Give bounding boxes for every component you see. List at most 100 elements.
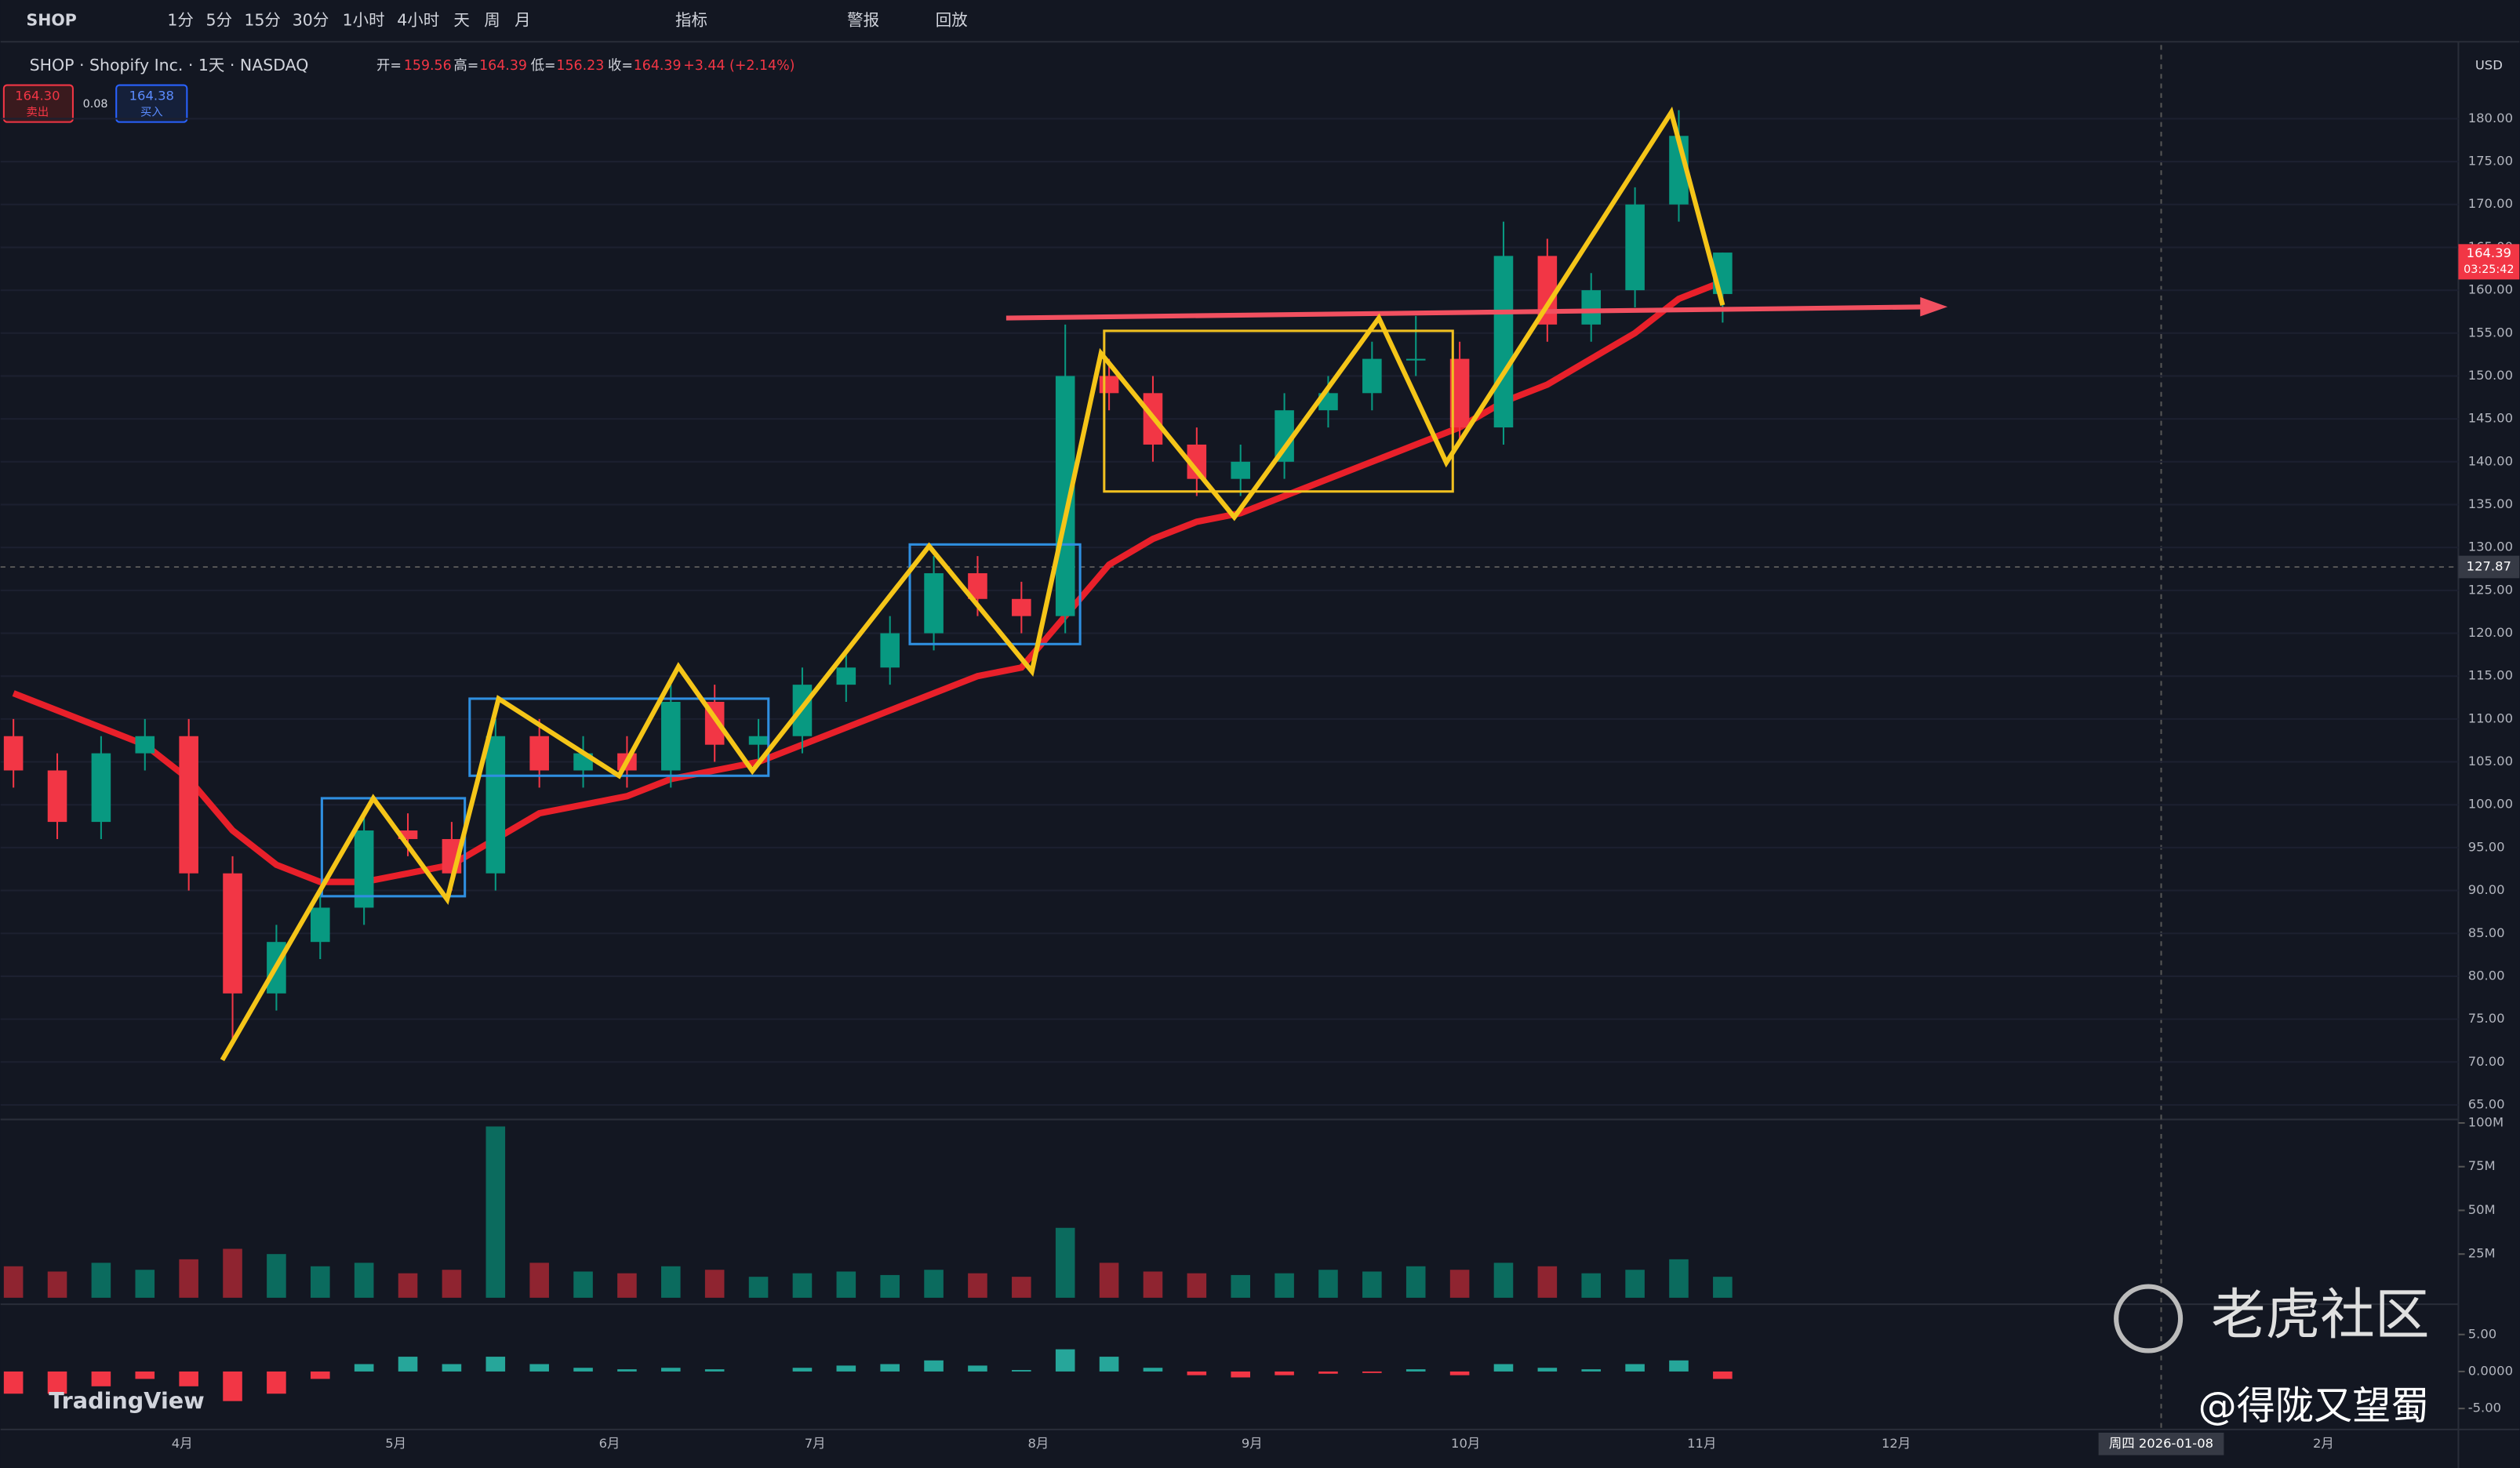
buy-box[interactable] [115,84,188,123]
macd-bar [1493,1364,1514,1372]
interval-button[interactable]: 1小时 [343,11,385,30]
currency[interactable]: USD [2475,57,2503,72]
macd-bar [529,1364,549,1372]
volume-bar [1143,1271,1163,1298]
macd-bar [1669,1360,1689,1372]
high: 164.39 [479,58,527,74]
interval-button[interactable]: 15分 [244,11,281,30]
macd-bar [661,1368,681,1372]
last-price: 164.39 [2467,245,2511,260]
price-tick-label: 180.00 [2468,111,2513,125]
price-tick-label: 65.00 [2468,1096,2505,1111]
volume-bar [573,1271,593,1298]
volume-bar [924,1270,944,1298]
macd-bar [617,1369,637,1372]
month-label: 4月 [172,1436,193,1451]
macd-bar [1275,1371,1294,1375]
volume-bar [1012,1277,1031,1298]
close-label: 收= [608,58,633,74]
volume-bar [135,1270,155,1298]
interval-button[interactable]: 天 [453,11,469,30]
price-tick-label: 75.00 [2468,1011,2505,1026]
volume-bar [1362,1271,1382,1298]
macd-bar [968,1365,987,1372]
month-label: 12月 [1882,1436,1911,1451]
volume-bar [1318,1270,1338,1298]
community: 老虎社区 [2211,1284,2430,1347]
candle-body [661,701,681,771]
volume-bar [179,1259,198,1298]
spread: 0.08 [83,98,108,111]
interval-button[interactable]: 5分 [206,11,233,30]
interval-button[interactable]: 1分 [167,11,194,30]
volume-bar [836,1271,856,1298]
volume-bar [1669,1259,1689,1298]
interval-button[interactable]: 周 [484,11,500,30]
change: +3.44 (+2.14%) [683,58,795,74]
volume-bar [398,1273,418,1298]
price-tick-label: 100.00 [2468,797,2513,812]
macd-bar [1012,1370,1031,1372]
volume-bar [1449,1270,1470,1298]
volume-bar [1231,1274,1251,1298]
macd-bar [485,1357,506,1372]
candle-body [1231,461,1251,479]
macd-bar [1537,1368,1558,1372]
candle-body [354,830,374,908]
author: @得陇又望蜀 [2198,1383,2430,1429]
alerts-button[interactable]: 警报 [847,11,879,30]
sell-price: 164.30 [15,88,60,103]
price-tick-label: 130.00 [2468,540,2513,554]
last-price-tag [2458,244,2520,280]
volume-bar [91,1263,111,1298]
price-tick-label: 160.00 [2468,282,2513,297]
candle-body [485,736,506,874]
buy-price: 164.38 [129,88,174,103]
macd-bar [1405,1369,1426,1372]
box [908,543,1082,645]
toolbar [0,0,2520,42]
macd-bar [91,1371,111,1386]
volume-bar [1537,1266,1558,1298]
volume-bar [704,1270,725,1298]
countdown: 03:25:42 [2464,263,2514,276]
price-tick-label: 140.00 [2468,453,2513,468]
symbol[interactable]: SHOP [27,11,77,30]
open-label: 开= [376,58,402,74]
high-label: 高= [453,58,478,74]
candle-body [135,736,155,754]
macd-bar [179,1371,198,1386]
month-label: 7月 [805,1436,826,1451]
volume-tick-label: 100M [2468,1115,2504,1130]
candle-body [748,736,769,745]
interval-button[interactable]: 4小时 [397,11,439,30]
volume-bar [968,1273,987,1298]
candle-body [310,907,330,943]
macd-bar [1713,1371,1733,1379]
indicators-button[interactable]: 指标 [675,11,707,30]
interval-button[interactable]: 30分 [293,11,329,30]
macd-bar [223,1371,242,1401]
candle-body [47,770,67,823]
volume-tick-label: 50M [2468,1202,2496,1217]
macd-bar [1625,1364,1645,1372]
candle-body [223,873,242,994]
volume-bar [792,1273,813,1298]
low: 156.23 [556,58,604,74]
interval-button[interactable]: 月 [515,11,530,30]
price-tick-label: 70.00 [2468,1054,2505,1069]
macd-bar [1143,1368,1163,1372]
price-tick-label: 150.00 [2468,368,2513,383]
macd-bar [792,1368,813,1372]
macd-bar [1231,1371,1251,1378]
sell-label: 卖出 [27,105,49,118]
candle-body [398,830,418,839]
box [320,797,467,898]
crosshair-price-tag [2458,555,2520,579]
candle-body [1012,598,1031,616]
replay-button[interactable]: 回放 [936,11,968,30]
volume-bar [223,1248,242,1298]
sell-box[interactable] [2,84,74,123]
